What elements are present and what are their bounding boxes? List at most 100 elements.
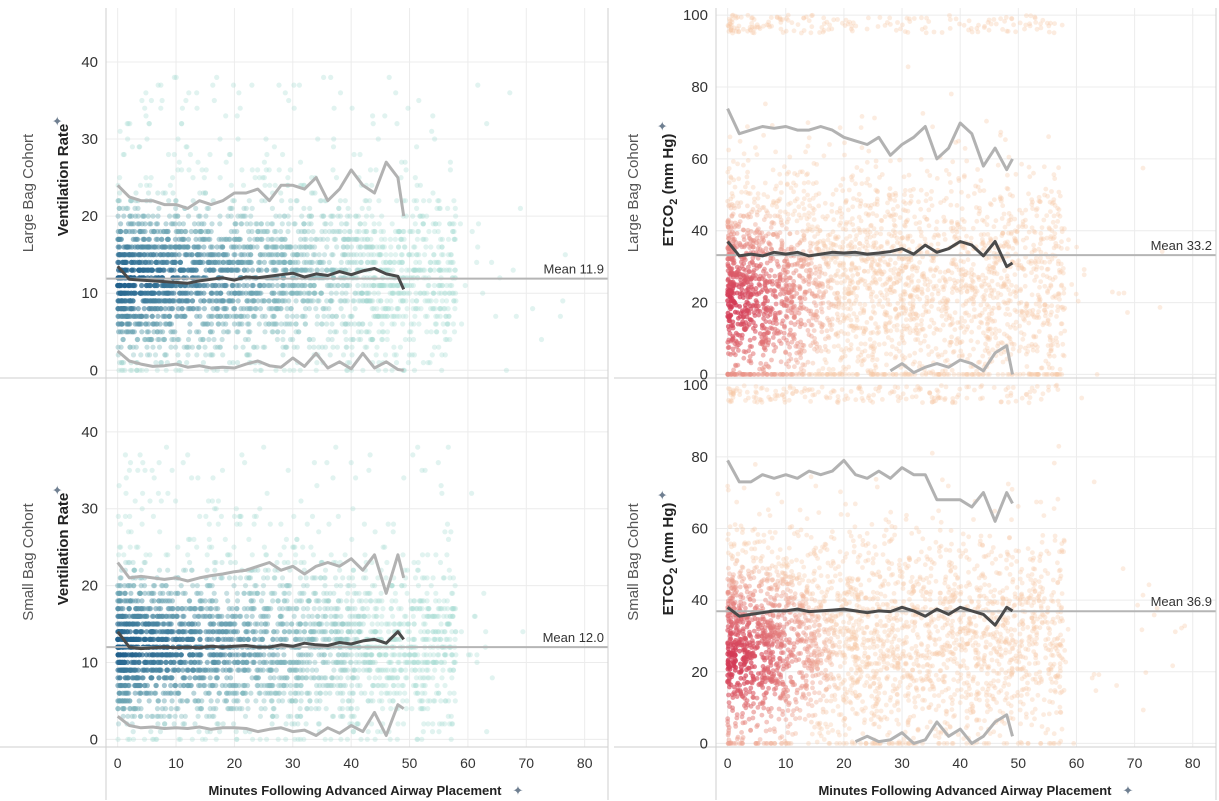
scatter-point <box>337 298 343 304</box>
scatter-point <box>887 319 893 325</box>
scatter-point <box>885 297 891 303</box>
scatter-point <box>343 221 349 227</box>
scatter-point <box>121 360 127 366</box>
scatter-point <box>998 198 1004 204</box>
scatter-point <box>342 252 348 258</box>
scatter-point <box>418 267 424 273</box>
scatter-point <box>116 198 122 204</box>
scatter-point <box>277 213 283 219</box>
scatter-point <box>411 198 417 204</box>
scatter-point <box>410 213 416 219</box>
scatter-point <box>322 228 328 235</box>
scatter-point <box>806 18 812 24</box>
scatter-point <box>157 228 163 235</box>
scatter-point <box>1002 268 1007 273</box>
scatter-point <box>436 344 442 350</box>
scatter-point <box>378 298 384 304</box>
scatter-point <box>949 290 955 295</box>
scatter-point <box>756 226 761 232</box>
scatter-point <box>926 352 932 357</box>
scatter-point <box>729 201 735 207</box>
scatter-point <box>303 236 309 242</box>
scatter-point <box>285 175 291 181</box>
scatter-point <box>990 347 996 353</box>
scatter-point <box>940 275 946 280</box>
scatter-point <box>355 329 361 335</box>
scatter-point <box>222 306 228 312</box>
scatter-point <box>848 302 854 307</box>
scatter-point <box>806 274 812 279</box>
scatter-point <box>208 267 214 273</box>
scatter-point <box>510 267 516 273</box>
scatter-point <box>243 205 249 211</box>
scatter-point <box>158 82 164 88</box>
scatter-point <box>732 220 738 226</box>
scatter-point <box>436 267 442 273</box>
scatter-point <box>369 306 375 312</box>
scatter-point <box>180 221 186 227</box>
scatter-point <box>132 228 138 235</box>
scatter-point <box>183 298 189 304</box>
scatter-point <box>288 306 294 312</box>
scatter-point <box>219 336 225 343</box>
scatter-point <box>374 344 380 350</box>
scatter-point <box>808 311 814 317</box>
scatter-point <box>307 267 313 273</box>
scatter-point <box>1038 279 1044 284</box>
scatter-point <box>987 285 993 290</box>
scatter-point <box>412 221 418 227</box>
scatter-point <box>1047 275 1053 281</box>
scatter-point <box>965 249 970 255</box>
scatter-point <box>1020 222 1026 227</box>
scatter-point <box>287 259 293 265</box>
scatter-point <box>351 298 357 304</box>
scatter-point <box>173 313 180 319</box>
scatter-point <box>186 344 192 350</box>
scatter-point <box>157 267 163 273</box>
scatter-point <box>148 252 155 258</box>
scatter-point <box>850 222 856 228</box>
scatter-point <box>428 298 434 304</box>
scatter-point <box>961 226 967 232</box>
scatter-point <box>1056 292 1062 298</box>
scatter-point <box>845 275 850 281</box>
scatter-point <box>792 171 797 176</box>
scatter-point <box>888 276 893 282</box>
scatter-point <box>272 182 278 188</box>
scatter-point <box>763 101 768 107</box>
scatter-point <box>827 320 833 325</box>
scatter-point <box>966 313 972 318</box>
scatter-point <box>344 259 350 265</box>
scatter-point <box>358 244 364 250</box>
scatter-point <box>209 352 215 358</box>
scatter-point <box>874 280 879 286</box>
scatter-point <box>225 213 231 219</box>
scatter-point <box>406 352 412 358</box>
scatter-point <box>363 244 369 250</box>
scatter-point <box>845 291 850 296</box>
scatter-point <box>339 321 345 327</box>
scatter-point <box>924 168 930 174</box>
scatter-point <box>282 90 288 96</box>
scatter-point <box>294 198 300 204</box>
scatter-point <box>441 267 447 273</box>
scatter-point <box>263 244 269 250</box>
scatter-point <box>1047 353 1053 359</box>
scatter-point <box>902 289 908 295</box>
scatter-point <box>772 273 778 279</box>
scatter-point <box>398 252 404 258</box>
scatter-point <box>947 13 952 18</box>
scatter-point <box>924 217 930 222</box>
scatter-point <box>945 268 951 274</box>
scatter-point <box>149 267 155 273</box>
scatter-point <box>264 267 270 273</box>
scatter-point <box>812 312 818 318</box>
scatter-point <box>320 306 327 312</box>
scatter-point <box>285 213 291 219</box>
scatter-point <box>430 113 436 119</box>
scatter-point <box>153 221 159 227</box>
scatter-point <box>169 336 175 343</box>
scatter-point <box>306 290 312 296</box>
scatter-point <box>814 372 820 377</box>
scatter-point <box>296 329 302 335</box>
